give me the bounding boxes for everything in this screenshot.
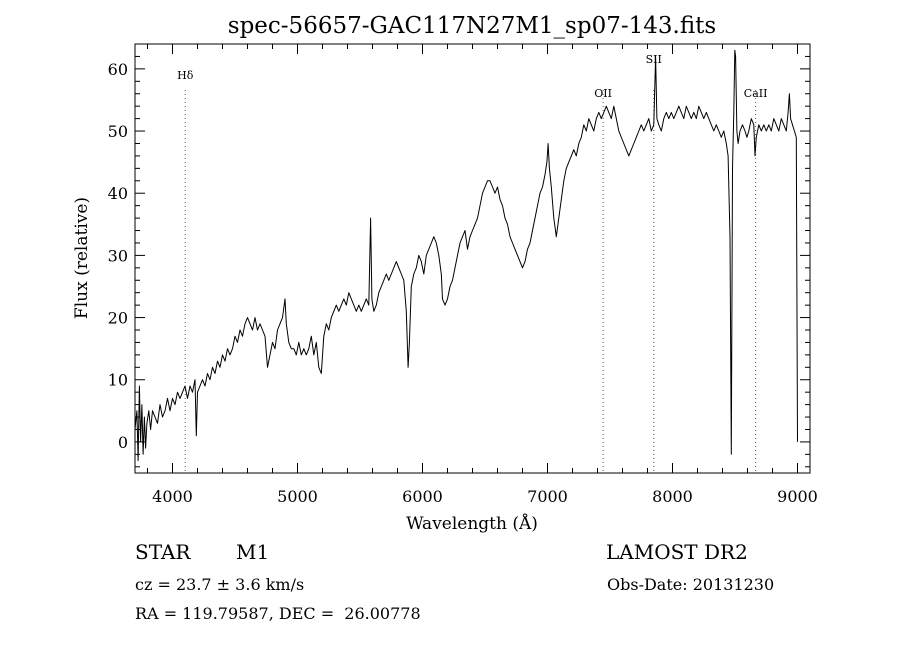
- object-subclass: M1: [236, 540, 270, 564]
- redshift-cz: cz = 23.7 ± 3.6 km/s: [135, 575, 305, 594]
- ra-dec-coordinates: RA = 119.79587, DEC = 26.00778: [135, 604, 421, 623]
- chart-title: spec-56657-GAC117N27M1_sp07-143.fits: [228, 13, 716, 39]
- spectrum-series: [134, 49, 798, 462]
- x-axis-label: Wavelength (Å): [406, 513, 538, 534]
- y-tick-label: 20: [108, 309, 128, 328]
- y-tick-label: 30: [108, 246, 128, 265]
- y-tick-label: 40: [108, 184, 128, 203]
- x-tick-label: 8000: [652, 487, 693, 506]
- y-tick-label: 10: [108, 371, 128, 390]
- y-tick-label: 50: [108, 122, 128, 141]
- spectrum-line: [134, 49, 798, 462]
- x-tick-label: 7000: [527, 487, 568, 506]
- observation-date: Obs-Date: 20131230: [607, 575, 775, 594]
- line-marker-label: SII: [646, 53, 662, 66]
- line-marker-label: OII: [594, 87, 612, 100]
- object-class: STAR: [135, 540, 191, 564]
- plot-axes: 4000 5000 6000 7000 8000 9000 0 10 20 30 40 50 60: [108, 43, 818, 506]
- y-tick-label: 60: [108, 60, 128, 79]
- line-marker-label: Hδ: [177, 69, 194, 82]
- x-tick-label: 4000: [152, 487, 193, 506]
- y-axis-label: Flux (relative): [72, 197, 92, 319]
- plot-frame: [134, 43, 811, 474]
- x-tick-label: 6000: [402, 487, 443, 506]
- y-tick-label: 0: [118, 433, 128, 452]
- line-marker-label: CaII: [744, 87, 768, 100]
- x-tick-label: 9000: [777, 487, 818, 506]
- survey-name: LAMOST DR2: [606, 540, 748, 564]
- x-tick-label: 5000: [277, 487, 318, 506]
- line-markers: Hδ OII SII CaII: [177, 53, 767, 473]
